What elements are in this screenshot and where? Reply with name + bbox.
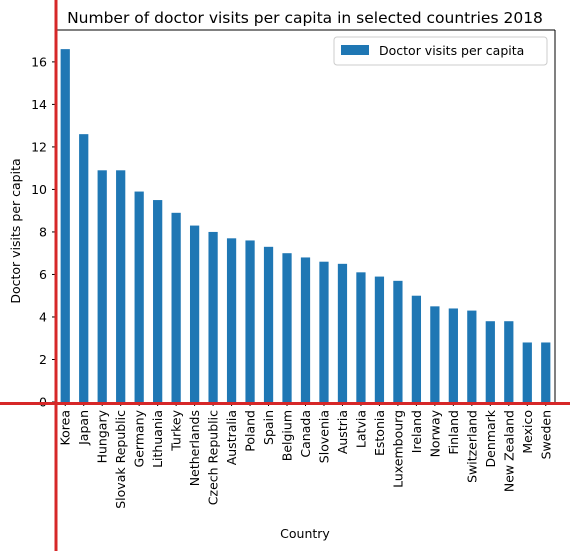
bar-lithuania — [153, 200, 163, 402]
bar-slovenia — [319, 261, 329, 402]
y-tick-label: 8 — [39, 224, 47, 239]
legend-swatch — [341, 45, 369, 55]
x-tick-label: Netherlands — [187, 410, 202, 486]
bar-austria — [337, 263, 348, 402]
x-axis-ticks: Korea Japan Hungary Slovak Republic Germany L… — [58, 402, 553, 509]
x-tick-label: Mexico — [520, 410, 535, 454]
x-tick-label: Switzerland — [464, 410, 479, 483]
y-tick-label: 4 — [39, 309, 47, 324]
bar-mexico — [522, 342, 532, 402]
bar-estonia — [374, 276, 385, 402]
bar-belgium — [282, 253, 292, 402]
x-axis-label: Country — [280, 526, 330, 541]
legend: Doctor visits per capita — [333, 36, 548, 66]
bar-sweden — [541, 342, 551, 402]
x-tick-label: Denmark — [483, 409, 498, 467]
bar-turkey — [171, 212, 181, 402]
chart-title: Number of doctor visits per capita in se… — [67, 9, 543, 27]
bar-korea — [60, 49, 70, 402]
x-tick-label: Korea — [58, 410, 73, 445]
x-tick-label: Poland — [243, 410, 258, 452]
x-tick-label: Hungary — [95, 409, 110, 463]
x-tick-label: Belgium — [280, 410, 295, 461]
bar-poland — [245, 240, 255, 402]
x-tick-label: Japan — [76, 410, 91, 446]
bar-ireland — [411, 295, 422, 402]
x-tick-label: Luxembourg — [390, 410, 405, 488]
bar-canada — [300, 257, 311, 402]
y-axis-ticks: 0246810121416 — [31, 54, 56, 410]
y-tick-label: 6 — [39, 267, 47, 282]
x-tick-label: Australia — [224, 410, 239, 465]
bar-norway — [430, 306, 440, 402]
x-tick-label: New Zealand — [501, 410, 516, 492]
bar-finland — [448, 308, 458, 402]
bar-germany — [134, 191, 144, 402]
bar-spain — [263, 246, 274, 402]
bar-hungary — [97, 170, 107, 402]
x-tick-label: Estonia — [372, 410, 387, 456]
x-tick-label: Canada — [298, 410, 313, 458]
x-tick-label: Germany — [132, 409, 147, 467]
y-tick-label: 12 — [31, 139, 47, 154]
x-tick-label: Czech Republic — [206, 410, 221, 505]
bar-denmark — [485, 321, 495, 402]
x-tick-label: Spain — [261, 410, 276, 445]
x-tick-label: Latvia — [353, 410, 368, 448]
x-tick-label: Slovenia — [316, 410, 331, 463]
bar-switzerland — [467, 310, 477, 402]
bar-slovak-republic — [116, 170, 126, 402]
bar-luxembourg — [393, 280, 403, 402]
bar-latvia — [356, 272, 366, 402]
bar-australia — [226, 238, 237, 402]
y-tick-label: 2 — [39, 352, 47, 367]
legend-label: Doctor visits per capita — [379, 43, 524, 58]
y-axis-label: Doctor visits per capita — [8, 158, 23, 303]
y-tick-label: 16 — [31, 54, 47, 69]
bar-new-zealand — [504, 321, 514, 402]
bar-netherlands — [189, 225, 200, 402]
y-tick-label: 14 — [31, 97, 47, 112]
legend-box — [333, 36, 548, 66]
x-tick-label: Ireland — [409, 410, 424, 453]
x-tick-label: Lithuania — [150, 410, 165, 468]
x-tick-label: Turkey — [169, 409, 184, 451]
x-tick-label: Austria — [335, 410, 350, 454]
x-tick-label: Finland — [446, 410, 461, 455]
bar-czech-republic — [208, 231, 218, 402]
x-tick-label: Slovak Republic — [113, 410, 128, 509]
y-tick-label: 10 — [31, 182, 47, 197]
bar-japan — [79, 134, 89, 402]
x-tick-label: Sweden — [538, 410, 553, 459]
bars — [60, 49, 551, 402]
x-tick-label: Norway — [427, 409, 442, 457]
